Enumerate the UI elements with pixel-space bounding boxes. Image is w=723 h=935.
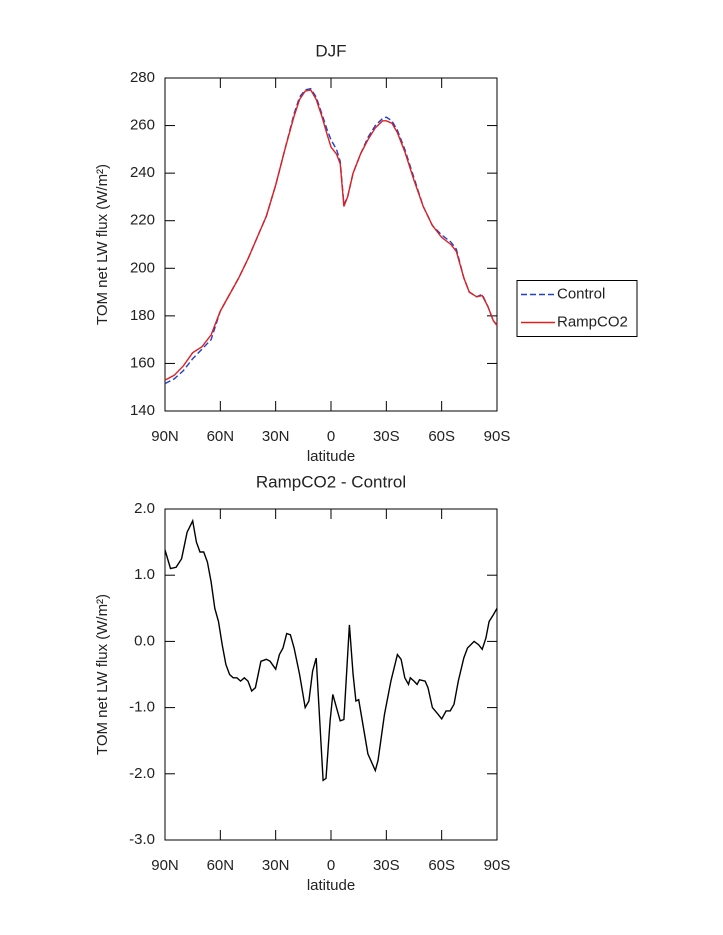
data-line bbox=[164, 89, 498, 381]
y-tick-label: -2.0 bbox=[129, 765, 155, 782]
x-tick-label: 60S bbox=[428, 857, 455, 874]
y-tick-label: 220 bbox=[130, 212, 155, 229]
y-tick-label: 1.0 bbox=[134, 566, 155, 583]
legend-label: Control bbox=[557, 285, 605, 302]
plot-frame bbox=[164, 508, 498, 841]
data-line bbox=[164, 518, 498, 782]
x-tick-label: 30N bbox=[262, 428, 290, 445]
x-tick-label: 90S bbox=[484, 428, 511, 445]
legend-label: RampCO2 bbox=[557, 313, 628, 330]
x-tick-label: 90N bbox=[151, 857, 179, 874]
y-axis-label: TOM net LW flux (W/m²) bbox=[94, 164, 111, 325]
x-tick-label: 0 bbox=[327, 428, 335, 445]
x-axis-label: latitude bbox=[307, 448, 355, 465]
x-tick-label: 60S bbox=[428, 428, 455, 445]
x-tick-label: 30S bbox=[373, 857, 400, 874]
x-tick-label: 30S bbox=[373, 428, 400, 445]
x-tick-label: 90N bbox=[151, 428, 179, 445]
legend-box bbox=[516, 280, 638, 337]
plot-frame bbox=[164, 77, 498, 412]
x-tick-label: 60N bbox=[207, 428, 235, 445]
y-axis-label: TOM net LW flux (W/m²) bbox=[94, 594, 111, 755]
chart-title: RampCO2 - Control bbox=[256, 472, 406, 491]
y-tick-label: 200 bbox=[130, 259, 155, 276]
y-tick-label: -1.0 bbox=[129, 699, 155, 716]
y-tick-label: 160 bbox=[130, 354, 155, 371]
y-tick-label: 260 bbox=[130, 117, 155, 134]
x-tick-label: 30N bbox=[262, 857, 290, 874]
y-tick-label: 140 bbox=[130, 402, 155, 419]
x-tick-label: 90S bbox=[484, 857, 511, 874]
x-axis-label: latitude bbox=[307, 877, 355, 894]
y-tick-label: 240 bbox=[130, 164, 155, 181]
y-tick-label: -3.0 bbox=[129, 831, 155, 848]
x-tick-label: 0 bbox=[327, 857, 335, 874]
y-tick-label: 2.0 bbox=[134, 500, 155, 517]
y-tick-label: 280 bbox=[130, 69, 155, 86]
y-tick-label: 0.0 bbox=[134, 632, 155, 649]
data-line bbox=[164, 87, 498, 385]
chart-title: DJF bbox=[315, 41, 346, 60]
y-tick-label: 180 bbox=[130, 307, 155, 324]
x-tick-label: 60N bbox=[207, 857, 235, 874]
